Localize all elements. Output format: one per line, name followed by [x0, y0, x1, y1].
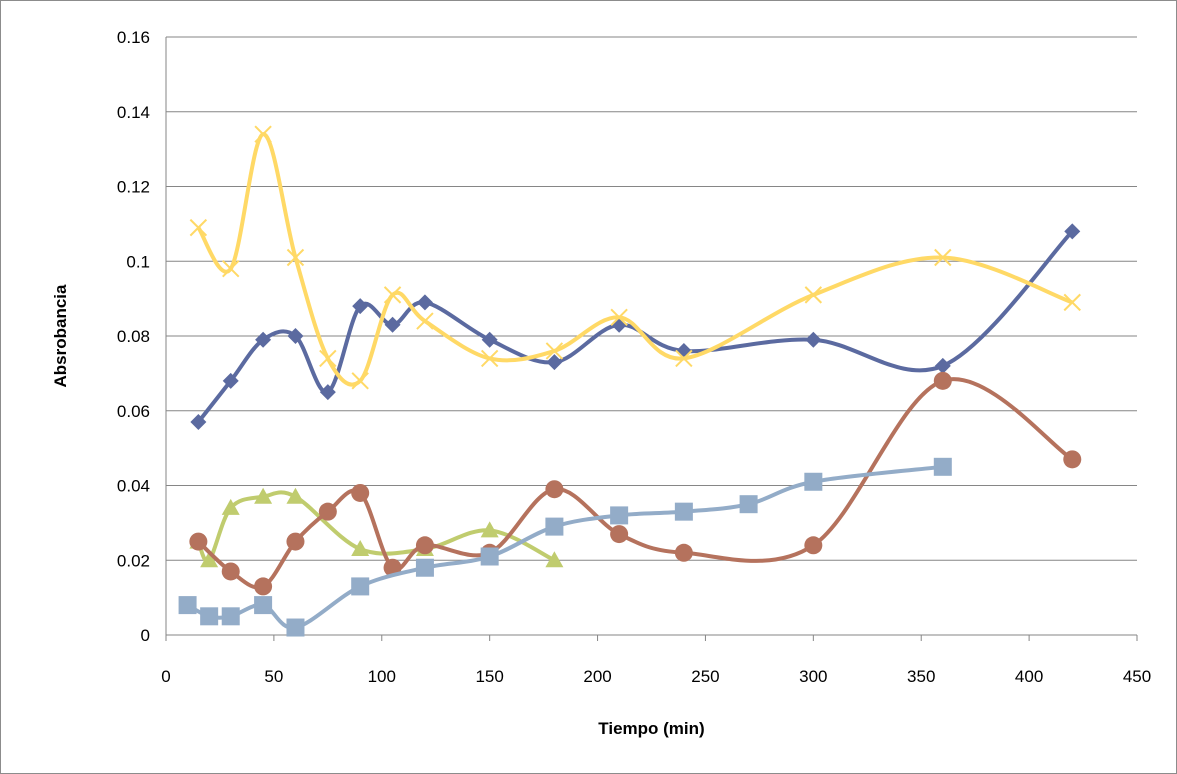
data-point [319, 349, 337, 368]
y-tick-label: 0.1 [126, 252, 150, 271]
y-tick-label: 0.04 [117, 477, 150, 496]
x-tick-label: 100 [368, 667, 396, 686]
data-point [804, 472, 823, 491]
x-tick-label: 350 [907, 667, 935, 686]
data-point [481, 331, 498, 348]
data-point [200, 551, 219, 568]
y-tick-label: 0.02 [117, 551, 150, 570]
y-tick-label: 0 [141, 626, 150, 645]
data-point [318, 502, 337, 521]
x-tick-label: 250 [691, 667, 719, 686]
data-point [804, 536, 823, 555]
data-point [221, 607, 240, 626]
data-point [351, 483, 370, 502]
data-point [287, 328, 304, 344]
data-point [286, 532, 305, 551]
data-point [415, 536, 434, 555]
data-point [934, 248, 952, 267]
data-point [222, 372, 239, 389]
x-tick-label: 150 [475, 667, 503, 686]
data-point [1063, 293, 1081, 312]
series-square [178, 457, 952, 637]
x-axis-ticks: 0 50 100 150 200 250 300 350 400 450 [161, 667, 1151, 686]
data-point [351, 372, 369, 390]
data-point [545, 480, 564, 499]
data-point [610, 506, 629, 525]
data-point [178, 596, 197, 615]
data-point [319, 384, 336, 401]
series-x [189, 125, 1081, 390]
y-tick-label: 0.06 [117, 402, 150, 421]
data-point [1064, 223, 1081, 240]
data-point [254, 125, 272, 143]
data-point [351, 577, 370, 596]
data-point [383, 286, 402, 304]
x-tick-label: 0 [161, 667, 170, 686]
data-point [610, 525, 629, 544]
data-point [384, 316, 401, 333]
y-tick-label: 0.14 [117, 103, 150, 122]
data-point [480, 521, 499, 538]
x-tick-label: 200 [583, 667, 611, 686]
y-axis-ticks: 0 0.02 0.04 0.06 0.08 0.1 0.12 0.14 0.16 [117, 28, 150, 645]
data-point [221, 562, 240, 581]
data-point [254, 487, 273, 504]
data-point [221, 498, 240, 515]
x-tick-label: 450 [1123, 667, 1151, 686]
data-point [933, 371, 952, 390]
x-tick-label: 50 [264, 667, 283, 686]
data-point [255, 331, 272, 348]
data-point [286, 487, 305, 504]
data-point [804, 286, 823, 304]
data-point [286, 618, 305, 637]
series-circle [189, 371, 1082, 596]
data-point [351, 540, 370, 557]
series-group [178, 125, 1082, 637]
data-point [739, 495, 758, 514]
data-point [610, 308, 628, 327]
data-point [674, 502, 693, 521]
data-point [933, 457, 952, 476]
x-tick-label: 400 [1015, 667, 1043, 686]
x-tick-label: 300 [799, 667, 827, 686]
data-point [480, 547, 499, 566]
data-point [416, 312, 434, 330]
data-point [352, 298, 369, 315]
data-point [545, 517, 564, 536]
data-point [200, 607, 219, 626]
x-axis-label: Tiempo (min) [598, 719, 704, 738]
data-point [190, 413, 207, 430]
data-point [805, 331, 822, 348]
data-point [546, 354, 563, 371]
data-point [189, 532, 208, 551]
data-point [415, 558, 434, 577]
data-point [416, 294, 433, 311]
data-point [222, 260, 240, 278]
y-tick-label: 0.12 [117, 178, 150, 197]
data-point [675, 349, 693, 368]
data-point [1063, 450, 1082, 469]
y-axis-label: Absrobancia [51, 284, 70, 388]
series-line [196, 229, 1074, 424]
data-point [480, 349, 499, 368]
data-point [545, 551, 564, 568]
data-point [674, 543, 693, 562]
data-point [934, 357, 951, 374]
data-point [189, 218, 208, 237]
data-point [254, 596, 273, 615]
y-tick-label: 0.08 [117, 327, 150, 346]
y-tick-label: 0.16 [117, 28, 150, 47]
data-point [545, 342, 564, 360]
data-point [286, 248, 305, 267]
data-point [254, 577, 273, 596]
